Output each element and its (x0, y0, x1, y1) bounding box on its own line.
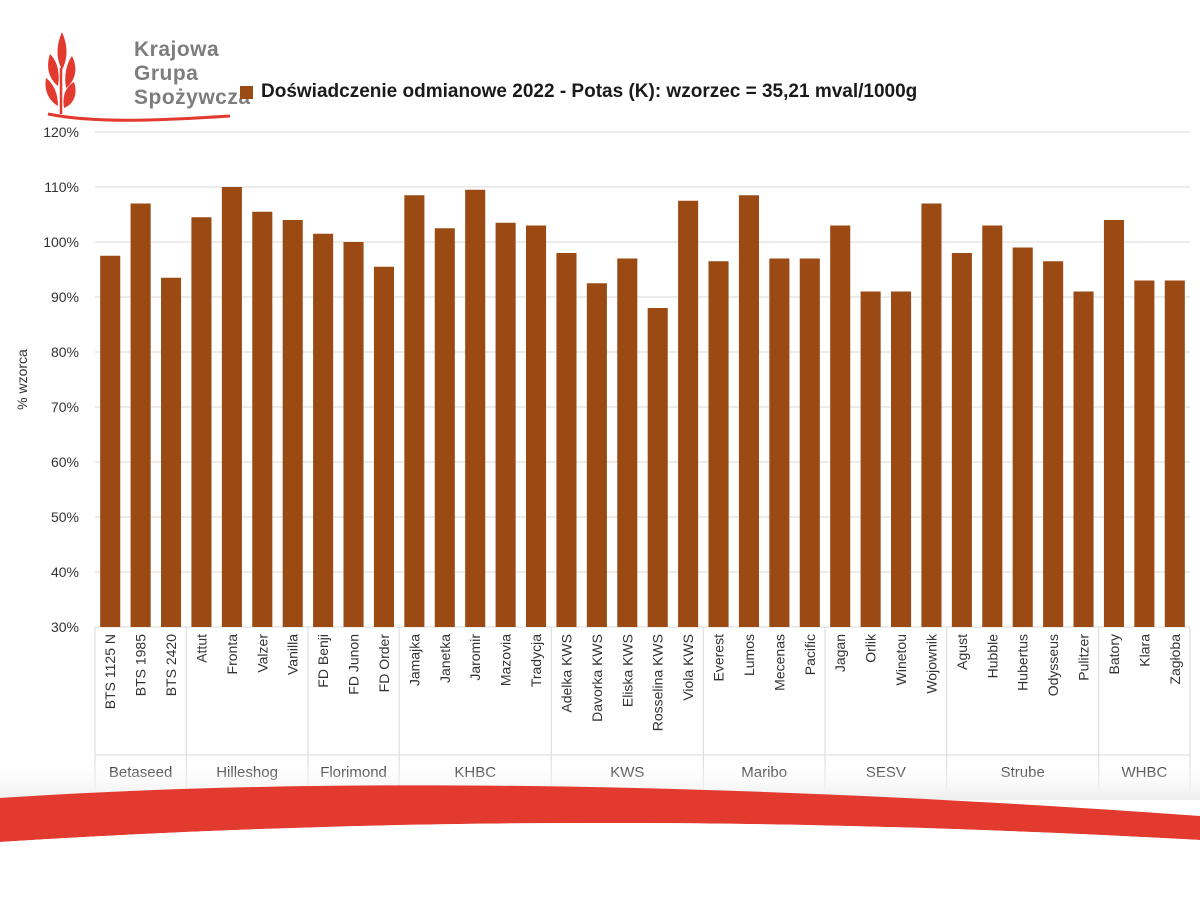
bar (982, 225, 1003, 627)
x-tick-label: Eliska KWS (619, 634, 635, 707)
bar (130, 203, 151, 627)
x-tick-label: Pulitzer (1076, 634, 1092, 681)
chart-legend: Doświadczenie odmianowe 2022 - Potas (K)… (240, 78, 917, 106)
y-tick-label: 50% (51, 509, 79, 525)
x-tick-label: BTS 1125 N (102, 634, 118, 709)
x-tick-label: Vanilla (285, 634, 301, 675)
bar (343, 242, 364, 627)
bar (100, 255, 121, 627)
bar (404, 195, 425, 627)
bar (434, 228, 455, 627)
logo-line-1: Krajowa (134, 38, 220, 61)
logo-line-2: Grupa (134, 62, 199, 85)
x-tick-label: Hubble (984, 634, 1000, 679)
legend-swatch (240, 85, 253, 99)
x-tick-label: Klara (1136, 634, 1152, 667)
bar (221, 187, 242, 627)
bar (1164, 280, 1185, 627)
x-tick-label: Janetka (437, 634, 453, 683)
x-tick-label: Viola KWS (680, 634, 696, 701)
x-tick-label: Jaromir (467, 634, 483, 681)
bar (617, 258, 638, 627)
bar (556, 253, 577, 627)
decorative-ribbon (0, 760, 1200, 900)
bar (738, 195, 759, 627)
bar (465, 189, 486, 627)
x-tick-label: Rosselina KWS (650, 634, 666, 731)
x-tick-label: Jamajka (406, 634, 422, 686)
y-tick-label: 30% (51, 619, 79, 635)
bar (921, 203, 942, 627)
x-tick-label: Batory (1106, 634, 1122, 674)
legend-entry: Doświadczenie odmianowe 2022 - Potas (K)… (261, 81, 918, 102)
bar (1012, 247, 1033, 627)
y-tick-label: 80% (51, 344, 79, 360)
bar (526, 225, 547, 627)
x-tick-label: Valzer (254, 634, 270, 673)
y-tick-label: 70% (51, 399, 79, 415)
bar (891, 291, 912, 627)
x-tick-label: Davorka KWS (589, 634, 605, 722)
x-tick-label: BTS 2420 (163, 634, 179, 696)
x-tick-label: FD Junon (346, 634, 362, 695)
x-tick-label: Odysseus (1045, 634, 1061, 696)
y-tick-label: 110% (44, 179, 79, 195)
bar-chart: 30% 40% 50% 60% 70% 80% 90% 100% 110% 120% % wzorc… (14, 124, 1191, 790)
bar (586, 283, 607, 627)
bar (161, 277, 182, 627)
bar (495, 222, 516, 627)
y-tick-label: 40% (51, 564, 79, 580)
wheat-logo-icon (45, 32, 231, 122)
company-logo: Krajowa Grupa Spożywcza (38, 28, 250, 128)
y-axis-title: % wzorca (14, 349, 30, 410)
y-tick-label: 90% (51, 289, 79, 305)
x-tick-label: FD Order (376, 634, 392, 693)
bar (1134, 280, 1155, 627)
x-tick-label: Zagłoba (1167, 634, 1183, 685)
x-tick-label: Tradycja (528, 634, 544, 687)
bar (252, 211, 273, 627)
x-tick-label: Orlik (863, 633, 879, 663)
x-tick-label: Attut (193, 634, 209, 663)
bar (799, 258, 820, 627)
x-tick-label: Lumos (741, 634, 757, 676)
x-tick-label: Mazovia (498, 634, 514, 686)
bar (313, 233, 334, 627)
x-tick-label: BTS 1985 (133, 634, 149, 696)
x-tick-label: Adelka KWS (558, 634, 574, 713)
bar (830, 225, 851, 627)
bar (191, 217, 212, 627)
y-tick-label: 60% (51, 454, 79, 470)
logo-line-3: Spożywcza (134, 86, 251, 109)
bar (708, 261, 729, 627)
bar (860, 291, 881, 627)
x-tick-label: FD Benji (315, 634, 331, 688)
bar (373, 266, 394, 627)
x-tick-label: Pacific (802, 634, 818, 675)
bar (1043, 261, 1064, 627)
x-tick-label: Winetou (893, 634, 909, 685)
x-tick-label: Jagan (832, 634, 848, 672)
x-tick-label: Wojownik (923, 633, 939, 694)
x-tick-label: Mecenas (771, 634, 787, 691)
y-tick-label: 100% (43, 234, 79, 250)
y-tick-label: 120% (43, 124, 79, 140)
bar (282, 220, 303, 627)
bar (1073, 291, 1094, 627)
bar (951, 253, 972, 627)
x-tick-label: Fronta (224, 634, 240, 675)
bar (769, 258, 790, 627)
bar (678, 200, 699, 627)
bar (647, 308, 668, 627)
x-tick-label: Hubertus (1015, 634, 1031, 691)
x-tick-label: Everest (711, 634, 727, 682)
bar (1103, 220, 1124, 627)
x-tick-label: Agust (954, 634, 970, 670)
